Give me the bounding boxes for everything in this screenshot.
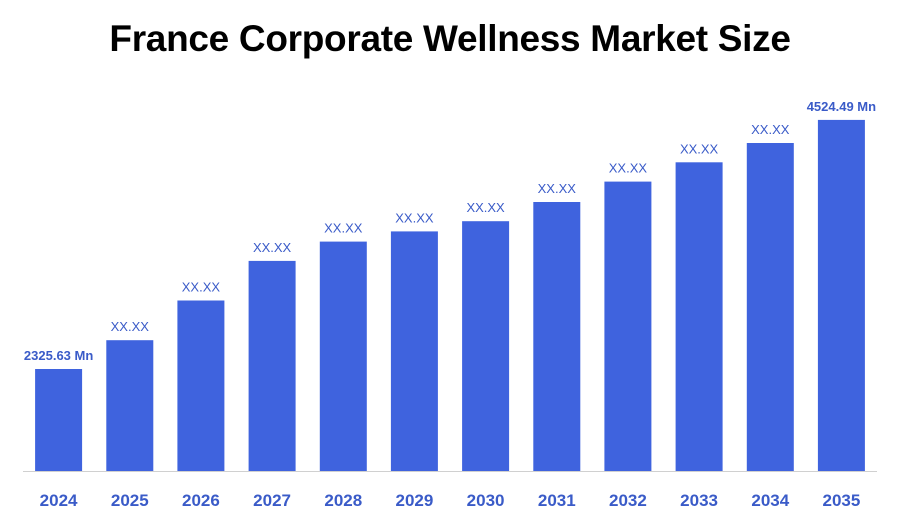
data-label-2025: XX.XX: [111, 319, 150, 334]
data-label-2033: XX.XX: [680, 141, 719, 156]
bar-2028: [319, 241, 367, 471]
x-tick-label-2034: 2034: [751, 491, 789, 510]
bar-2030: [462, 221, 510, 471]
x-tick-label-2027: 2027: [253, 491, 291, 510]
bar-2033: [675, 162, 723, 472]
x-tick-label-2031: 2031: [538, 491, 576, 510]
x-tick-label-2030: 2030: [467, 491, 505, 510]
data-label-2031: XX.XX: [538, 181, 577, 196]
bar-2035: [817, 119, 865, 472]
bar-2024: [35, 369, 83, 471]
x-tick-label-2033: 2033: [680, 491, 718, 510]
data-label-2026: XX.XX: [182, 280, 221, 295]
bar-2026: [177, 300, 225, 471]
x-tick-label-2028: 2028: [324, 491, 362, 510]
x-tick-label-2029: 2029: [395, 491, 433, 510]
bar-2031: [533, 202, 581, 471]
x-tick-label-2024: 2024: [40, 491, 78, 510]
bar-2025: [106, 340, 154, 471]
data-label-2024: 2325.63 Mn: [24, 348, 93, 363]
bar-2029: [390, 231, 438, 471]
x-tick-label-2035: 2035: [822, 491, 860, 510]
bar-2032: [604, 181, 652, 471]
x-tick-label-2025: 2025: [111, 491, 149, 510]
bar-2027: [248, 260, 296, 471]
data-label-2027: XX.XX: [253, 240, 292, 255]
bar-2034: [746, 143, 794, 471]
data-label-2032: XX.XX: [609, 161, 648, 176]
chart-title: France Corporate Wellness Market Size: [109, 18, 791, 59]
x-tick-label-2032: 2032: [609, 491, 647, 510]
data-label-2034: XX.XX: [751, 122, 790, 137]
data-label-2035: 4524.49 Mn: [807, 99, 876, 114]
data-label-2030: XX.XX: [466, 200, 505, 215]
x-tick-label-2026: 2026: [182, 491, 220, 510]
data-label-2029: XX.XX: [395, 210, 434, 225]
data-label-2028: XX.XX: [324, 221, 363, 236]
